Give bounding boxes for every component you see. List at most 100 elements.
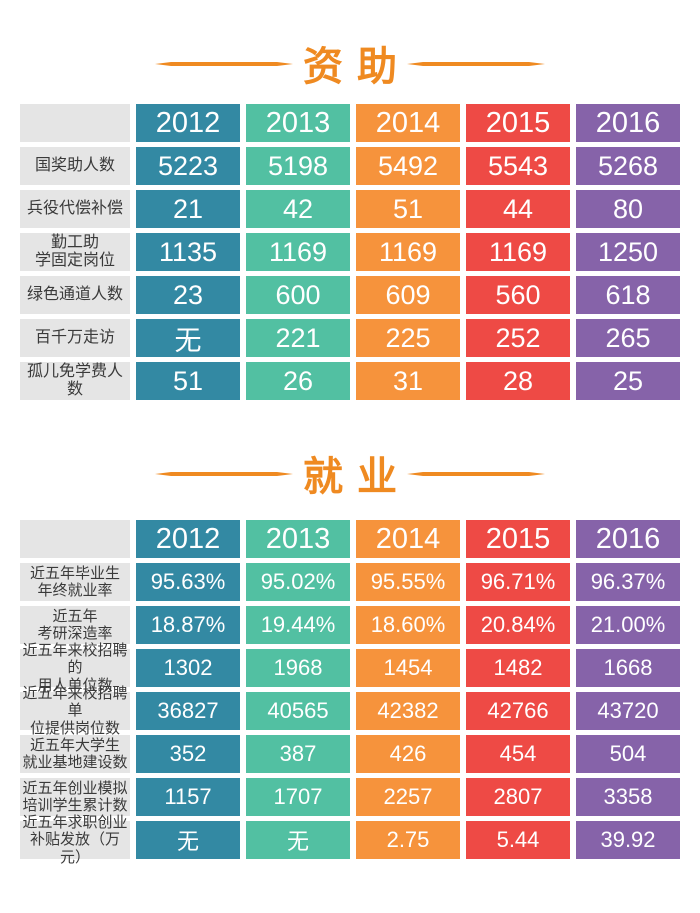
value-cell: 5198 — [246, 147, 350, 185]
value-cell: 618 — [576, 276, 680, 314]
employment-table: 2012 2013 2014 2015 2016 近五年毕业生 年终就业率 95… — [20, 520, 680, 866]
value-cell: 43720 — [576, 692, 680, 730]
funding-table: 2012 2013 2014 2015 2016 国奖助人数 5223 5198… — [20, 104, 680, 400]
value-cell: 5492 — [356, 147, 460, 185]
year-header-2016: 2016 — [576, 104, 680, 142]
value-cell: 1302 — [136, 649, 240, 687]
value-cell: 80 — [576, 190, 680, 228]
value-cell: 51 — [136, 362, 240, 400]
value-cell: 21.00% — [576, 606, 680, 644]
value-cell: 1169 — [466, 233, 570, 271]
row-label: 近五年求职创业 补贴发放（万元） — [20, 814, 130, 866]
value-cell: 454 — [466, 735, 570, 773]
funding-section-heading: 资助 — [303, 45, 411, 89]
value-cell: 44 — [466, 190, 570, 228]
value-cell: 504 — [576, 735, 680, 773]
value-cell: 1668 — [576, 649, 680, 687]
row-label: 孤儿免学费人数 — [20, 362, 130, 400]
value-cell: 无 — [136, 821, 240, 859]
value-cell: 3358 — [576, 778, 680, 816]
value-cell: 5543 — [466, 147, 570, 185]
value-cell: 1250 — [576, 233, 680, 271]
year-header-2013: 2013 — [246, 104, 350, 142]
corner-cell — [20, 520, 130, 558]
value-cell: 25 — [576, 362, 680, 400]
value-cell: 600 — [246, 276, 350, 314]
value-cell: 1482 — [466, 649, 570, 687]
value-cell: 19.44% — [246, 606, 350, 644]
value-cell: 36827 — [136, 692, 240, 730]
row-label: 近五年毕业生 年终就业率 — [20, 563, 130, 601]
value-cell: 18.60% — [356, 606, 460, 644]
value-cell: 560 — [466, 276, 570, 314]
value-cell: 1157 — [136, 778, 240, 816]
value-cell: 40565 — [246, 692, 350, 730]
row-label: 勤工助 学固定岗位 — [20, 233, 130, 271]
value-cell: 18.87% — [136, 606, 240, 644]
value-cell: 1135 — [136, 233, 240, 271]
corner-cell — [20, 104, 130, 142]
value-cell: 42382 — [356, 692, 460, 730]
value-cell: 96.37% — [576, 563, 680, 601]
row-label: 近五年大学生 就业基地建设数 — [20, 735, 130, 773]
value-cell: 2257 — [356, 778, 460, 816]
employment-section-heading: 就业 — [303, 455, 411, 499]
value-cell: 1169 — [246, 233, 350, 271]
value-cell: 95.63% — [136, 563, 240, 601]
value-cell: 42766 — [466, 692, 570, 730]
year-header-2014: 2014 — [356, 520, 460, 558]
value-cell: 51 — [356, 190, 460, 228]
funding-section-header: 资助 — [0, 36, 700, 92]
value-cell: 95.02% — [246, 563, 350, 601]
value-cell: 1454 — [356, 649, 460, 687]
value-cell: 1707 — [246, 778, 350, 816]
value-cell: 31 — [356, 362, 460, 400]
value-cell: 96.71% — [466, 563, 570, 601]
title-divider-left — [155, 62, 293, 66]
value-cell: 95.55% — [356, 563, 460, 601]
value-cell: 21 — [136, 190, 240, 228]
row-label: 近五年 考研深造率 — [20, 606, 130, 644]
value-cell: 225 — [356, 319, 460, 357]
value-cell: 26 — [246, 362, 350, 400]
row-label: 近五年创业模拟 培训学生累计数 — [20, 778, 130, 816]
title-divider-left — [155, 472, 293, 476]
value-cell: 1169 — [356, 233, 460, 271]
value-cell: 2807 — [466, 778, 570, 816]
row-label: 百千万走访 — [20, 319, 130, 357]
value-cell: 23 — [136, 276, 240, 314]
value-cell: 426 — [356, 735, 460, 773]
year-header-2013: 2013 — [246, 520, 350, 558]
value-cell: 20.84% — [466, 606, 570, 644]
year-header-2014: 2014 — [356, 104, 460, 142]
row-label: 国奖助人数 — [20, 147, 130, 185]
value-cell: 252 — [466, 319, 570, 357]
value-cell: 265 — [576, 319, 680, 357]
value-cell: 5223 — [136, 147, 240, 185]
row-label: 兵役代偿补偿 — [20, 190, 130, 228]
row-label: 绿色通道人数 — [20, 276, 130, 314]
value-cell: 无 — [246, 821, 350, 859]
value-cell: 2.75 — [356, 821, 460, 859]
row-label: 近五年来校招聘单 位提供岗位数 — [20, 685, 130, 737]
row-label: 近五年来校招聘的 用人单位数 — [20, 642, 130, 694]
employment-section-header: 就业 — [0, 446, 700, 502]
year-header-2015: 2015 — [466, 104, 570, 142]
value-cell: 352 — [136, 735, 240, 773]
year-header-2016: 2016 — [576, 520, 680, 558]
year-header-2012: 2012 — [136, 104, 240, 142]
value-cell: 387 — [246, 735, 350, 773]
value-cell: 609 — [356, 276, 460, 314]
value-cell: 28 — [466, 362, 570, 400]
value-cell: 5.44 — [466, 821, 570, 859]
value-cell: 1968 — [246, 649, 350, 687]
title-divider-right — [407, 472, 545, 476]
year-header-2012: 2012 — [136, 520, 240, 558]
value-cell: 221 — [246, 319, 350, 357]
value-cell: 无 — [136, 319, 240, 357]
value-cell: 42 — [246, 190, 350, 228]
value-cell: 5268 — [576, 147, 680, 185]
year-header-2015: 2015 — [466, 520, 570, 558]
value-cell: 39.92 — [576, 821, 680, 859]
